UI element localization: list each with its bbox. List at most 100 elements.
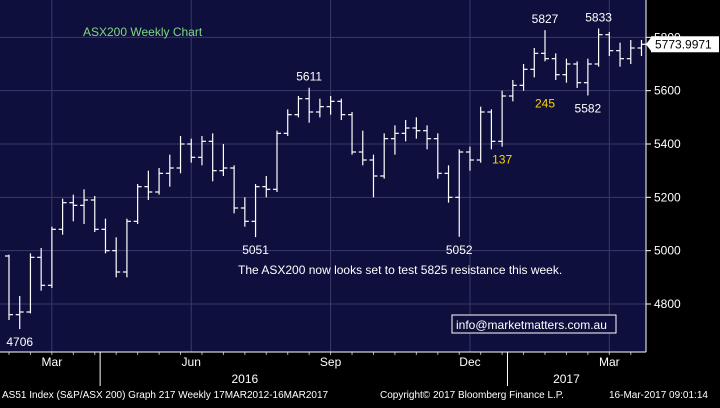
ohlc-bar <box>315 98 324 118</box>
contact-box <box>451 314 617 334</box>
ohlc-bar <box>498 90 507 147</box>
ohlc-bar <box>69 194 78 222</box>
last-price-marker: 5773.9971 <box>646 36 719 53</box>
price-label: 5051 <box>242 243 269 257</box>
ohlc-bar <box>594 28 603 67</box>
ohlc-bar <box>401 120 410 142</box>
price-label: 5052 <box>446 243 473 257</box>
ohlc-bar <box>626 40 635 64</box>
y-tick-label: 5400 <box>654 137 681 151</box>
ohlc-bar <box>122 218 131 278</box>
footer-center: Copyright© 2017 Bloomberg Finance L.P. <box>380 390 564 401</box>
price-label: 5582 <box>575 101 602 115</box>
ohlc-bar <box>455 149 464 237</box>
price-label: 5833 <box>585 11 612 25</box>
ohlc-bar <box>219 144 228 176</box>
price-bars <box>5 28 646 330</box>
ohlc-bar <box>530 48 539 78</box>
x-month-label: Dec <box>459 355 480 369</box>
last-price-box <box>651 36 719 53</box>
ohlc-bar <box>358 130 367 166</box>
price-label: 137 <box>492 153 512 167</box>
price-label: 245 <box>535 97 555 111</box>
ohlc-bar <box>519 64 528 91</box>
ohlc-bar <box>283 109 292 136</box>
ohlc-bar <box>47 226 56 288</box>
y-tick-label: 4800 <box>654 297 681 311</box>
ohlc-bar <box>208 133 217 182</box>
ohlc-bar <box>337 98 346 120</box>
ohlc-bar <box>80 189 89 224</box>
price-label: 5827 <box>532 12 559 26</box>
ohlc-bar <box>616 42 625 67</box>
ohlc-bar <box>541 30 549 62</box>
ohlc-bar <box>187 138 196 163</box>
ohlc-bar <box>37 248 46 291</box>
ohlc-bar <box>251 184 260 238</box>
ohlc-bar <box>101 218 110 254</box>
chart-title: ASX200 Weekly Chart <box>83 25 203 39</box>
ohlc-bar <box>433 133 442 179</box>
ohlc-bar <box>112 237 121 278</box>
y-tick-label: 5200 <box>654 190 681 204</box>
ohlc-bar <box>326 96 335 115</box>
ohlc-bar <box>444 165 453 203</box>
ohlc-bar <box>423 125 432 150</box>
ohlc-bar <box>165 154 174 187</box>
ohlc-bar <box>273 130 281 192</box>
x-axis: Mar Jun Sep Dec Mar 2016 2017 <box>0 351 646 386</box>
year-dividers <box>99 352 508 386</box>
footer-left: AS51 Index (S&P/ASX 200) Graph 217 Weekl… <box>2 390 329 401</box>
ohlc-bar <box>305 87 314 123</box>
ohlc-bar <box>15 296 24 330</box>
ohlc-bar <box>26 253 35 314</box>
ohlc-bar <box>390 125 399 155</box>
ohlc-bar <box>412 117 421 139</box>
ohlc-bar <box>380 133 389 179</box>
y-tick-label: 5000 <box>654 244 681 258</box>
plot-area <box>0 0 646 352</box>
price-label: 4706 <box>6 335 33 349</box>
ohlc-bar <box>476 106 485 163</box>
ohlc-bar <box>240 197 249 227</box>
last-price-value: 5773.9971 <box>655 37 712 51</box>
ohlc-bar <box>637 40 646 56</box>
price-labels: 4706 5051 5611 5052 137 5827 245 5833 5582 <box>6 11 612 350</box>
gridlines <box>0 0 646 352</box>
x-year-label: 2016 <box>231 372 258 386</box>
ohlc-bar <box>90 196 99 232</box>
ohlc-bar <box>348 112 357 155</box>
ohlc-bar <box>230 165 239 214</box>
x-month-label: Jun <box>182 355 201 369</box>
ohlc-bar <box>58 198 67 235</box>
ohlc-bar <box>294 96 303 118</box>
footer-right: 16-Mar-2017 09:01:14 <box>609 390 708 401</box>
y-tick-label: 5600 <box>654 84 681 98</box>
ohlc-bar <box>176 136 185 174</box>
ohlc-bar <box>487 109 496 150</box>
ohlc-bar <box>5 254 13 320</box>
ohlc-bar <box>605 32 614 56</box>
ohlc-bar <box>197 136 206 166</box>
x-year-label: 2017 <box>553 372 580 386</box>
ohlc-bar <box>262 176 271 198</box>
ohlc-bar <box>562 58 571 83</box>
annotation-text: The ASX200 now looks set to test 5825 re… <box>238 263 562 277</box>
ohlc-bar <box>133 184 142 224</box>
ohlc-bar <box>369 154 378 198</box>
ohlc-bar <box>465 146 474 171</box>
ohlc-bar <box>573 61 582 88</box>
price-label: 5611 <box>296 70 322 84</box>
x-month-label: Sep <box>320 355 342 369</box>
ohlc-bar <box>583 58 592 96</box>
x-month-label: Mar <box>599 355 620 369</box>
contact-email[interactable]: info@marketmatters.com.au <box>456 318 607 332</box>
ohlc-bar <box>508 80 517 102</box>
ohlc-bar <box>144 170 153 200</box>
last-price-arrow <box>646 36 652 53</box>
x-month-label: Mar <box>42 355 63 369</box>
ohlc-bar <box>551 53 560 80</box>
ohlc-bar <box>155 168 164 195</box>
